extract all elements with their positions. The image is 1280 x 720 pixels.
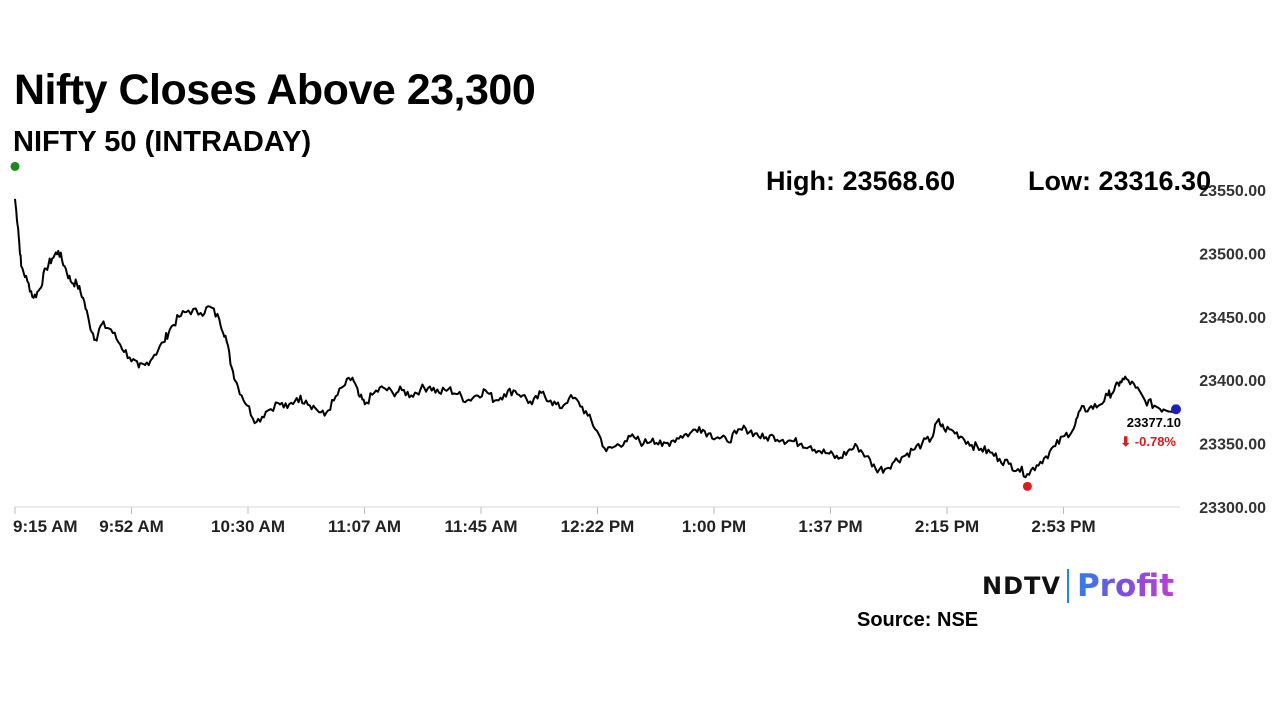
chart-subtitle: NIFTY 50 (INTRADAY) xyxy=(13,126,312,158)
low-value-label: Low: 23316.30 xyxy=(1028,166,1212,196)
logo-brand: NDTV xyxy=(982,572,1061,600)
x-tick-label: 11:07 AM xyxy=(328,517,401,536)
y-tick-label: 23400.00 xyxy=(1199,373,1266,390)
y-tick-label: 23550.00 xyxy=(1199,183,1266,200)
last-price-marker xyxy=(1171,404,1181,415)
change-percent-label: ⬇ -0.78% xyxy=(1120,434,1176,449)
x-tick-label: 9:52 AM xyxy=(99,517,164,536)
logo-divider xyxy=(1066,569,1069,603)
y-tick-label: 23450.00 xyxy=(1199,310,1266,327)
ndtv-profit-logo: NDTV Profit xyxy=(982,566,1174,606)
y-axis: 23300.00 23350.00 23400.00 23450.00 23500.00… xyxy=(1199,183,1266,517)
x-tick-label: 2:53 PM xyxy=(1031,517,1095,536)
x-tick-label: 9:15 AM xyxy=(13,517,78,536)
logo-product: Profit xyxy=(1076,568,1175,604)
x-tick-label: 10:30 AM xyxy=(211,517,285,536)
x-tick-label: 2:15 PM xyxy=(915,517,979,536)
x-tick-label: 12:22 PM xyxy=(561,517,635,536)
x-tick-label: 1:37 PM xyxy=(798,517,862,536)
source-note: Source: NSE xyxy=(857,609,979,631)
x-tick-label: 1:00 PM xyxy=(682,517,746,536)
high-marker xyxy=(10,161,20,171)
low-marker xyxy=(1022,481,1032,491)
high-value-label: High: 23568.60 xyxy=(766,166,956,196)
y-tick-label: 23500.00 xyxy=(1199,246,1266,263)
x-tick-label: 11:45 AM xyxy=(444,517,517,536)
price-line xyxy=(14,198,1177,479)
chart-title: Nifty Closes Above 23,300 xyxy=(14,66,536,114)
last-price-label: 23377.10 xyxy=(1127,415,1181,430)
y-tick-label: 23300.00 xyxy=(1199,500,1266,517)
y-tick-label: 23350.00 xyxy=(1199,437,1266,454)
x-axis: 9:15 AM 9:52 AM 10:30 AM 11:07 AM 11:45 AM 12… xyxy=(13,507,1096,536)
